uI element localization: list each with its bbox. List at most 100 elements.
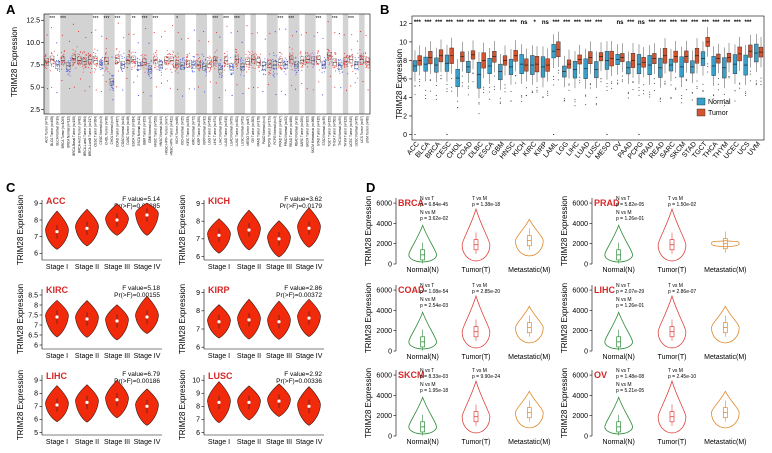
panel-b-outlier: [606, 90, 608, 92]
panel-a-point: [278, 28, 280, 30]
panel-a-xtick-label: OV Tumor (n=303): [251, 116, 255, 143]
panel-a-point: [100, 65, 103, 67]
panel-a-point: [221, 66, 223, 68]
panel-a-xtick-label: HNSC Tumor (n=520): [153, 116, 157, 147]
panel-b-outlier: [643, 93, 645, 95]
panel-c-ytick-label: 7: [196, 326, 200, 333]
panel-a-xtick-label: CHOL Tumor (n=36): [104, 116, 108, 145]
panel-a-xtick-label: KIRC Normal (n=72): [191, 116, 195, 145]
panel-a-xtick-label: COAD Tumor (n=457): [115, 116, 119, 147]
panel-a-point: [177, 65, 179, 67]
panel-d-stat: N vs T: [616, 196, 630, 202]
panel-a-point: [291, 63, 293, 65]
panel-a-point: [296, 71, 298, 73]
panel-a-point: [142, 58, 144, 60]
panel-a-point: [251, 60, 253, 62]
panel-a-point: [177, 88, 179, 90]
panel-a-point: [56, 54, 58, 56]
panel-a-point: [138, 66, 140, 68]
panel-b-outlier: [478, 103, 480, 105]
panel-b-outlier: [595, 103, 597, 105]
panel-b-outlier: [595, 104, 597, 106]
panel-a-point: [361, 57, 363, 60]
panel-c-ytick-label: 8: [34, 302, 38, 309]
panel-a-xtick-label: ESCA Tumor (n=184): [132, 116, 136, 146]
panel-a-point: [79, 78, 82, 80]
panel-b-significance: ***: [563, 20, 571, 26]
panel-b-ytick-label: 2: [403, 113, 407, 120]
panel-a-point: [192, 55, 194, 57]
panel-a-point: [230, 72, 232, 74]
panel-d-stat: N vs M: [616, 297, 632, 303]
panel-a-point: [76, 46, 78, 48]
panel-a-point: [56, 65, 58, 67]
panel-b-outlier: [585, 95, 587, 97]
panel-a-point: [338, 62, 340, 65]
panel-a-point: [209, 61, 212, 63]
panel-a-point: [352, 56, 354, 58]
panel-d-stat: T vs M: [472, 283, 487, 289]
panel-a-point: [72, 53, 74, 55]
panel-a-point: [326, 48, 329, 50]
panel-d-stat: T vs M: [668, 196, 683, 202]
panel-a-point: [72, 63, 74, 66]
panel-a-point: [242, 59, 244, 61]
panel-d-stat: N vs M: [420, 382, 436, 388]
panel-d-ytick-label: 4000: [376, 308, 392, 315]
panel-c-title: KIRC: [46, 285, 68, 295]
panel-b-outlier: [467, 85, 469, 87]
panel-c-stage-label: Stage III: [104, 439, 130, 446]
panel-b-outlier: [707, 65, 709, 67]
panel-a-point: [104, 66, 106, 68]
panel-a-stripe: [266, 14, 278, 114]
panel-b-outlier: [685, 80, 687, 82]
panel-a-point: [246, 25, 248, 27]
panel-a-point: [240, 57, 242, 59]
panel-a-point: [310, 61, 312, 63]
panel-a-point: [338, 68, 341, 70]
panel-a-point: [68, 63, 70, 65]
panel-b-outlier: [483, 86, 485, 88]
panel-a-point: [197, 65, 199, 67]
panel-d-stat: p = 1.26e-01: [616, 216, 644, 222]
panel-b-outlier: [606, 133, 608, 136]
panel-a-point: [302, 62, 304, 64]
panel-b-significance: ns: [542, 20, 550, 26]
panel-a-xtick-label: TGCT Tumor (n=150): [327, 116, 331, 147]
panel-a-point: [150, 61, 152, 63]
panel-b-outlier: [691, 99, 693, 101]
panel-c-ytick-label: 7.5: [28, 312, 38, 319]
panel-a-point: [283, 59, 285, 61]
panel-a-point: [101, 35, 103, 37]
panel-b-outlier: [627, 91, 629, 93]
panel-b-significance: ***: [723, 20, 731, 26]
panel-a-point: [226, 65, 228, 67]
panel-a-point: [143, 63, 146, 65]
panel-a-point: [272, 74, 274, 76]
panel-a-point: [142, 56, 144, 58]
panel-a-point: [279, 63, 282, 65]
panel-d-stat: p = 2.54e-03: [420, 303, 448, 309]
panel-a-point: [203, 55, 205, 57]
panel-b-significance: ns: [638, 20, 646, 26]
panel-b-significance: ***: [691, 20, 699, 26]
panel-c-stage-label: Stage I: [46, 264, 68, 271]
panel-a-point: [56, 91, 58, 94]
panel-a-point: [343, 34, 345, 36]
panel-b-outlier: [760, 77, 762, 79]
panel-b-outlier: [525, 87, 527, 89]
panel-a-xtick-label: KIRC Tumor (n=533): [186, 116, 190, 146]
panel-d-title: LIHC: [594, 285, 615, 295]
panel-a-point: [188, 88, 190, 90]
panel-b-outlier: [659, 97, 661, 99]
panel-a-point: [221, 75, 223, 77]
panel-a-point: [128, 51, 130, 53]
panel-a-point: [291, 35, 294, 37]
panel-a-point: [328, 57, 330, 59]
panel-a-point: [334, 66, 336, 68]
panel-d-ytick-label: 6000: [572, 287, 588, 294]
panel-a-point: [89, 72, 92, 74]
panel-d-ytick-label: 6000: [572, 200, 588, 207]
panel-a-point: [273, 54, 275, 57]
